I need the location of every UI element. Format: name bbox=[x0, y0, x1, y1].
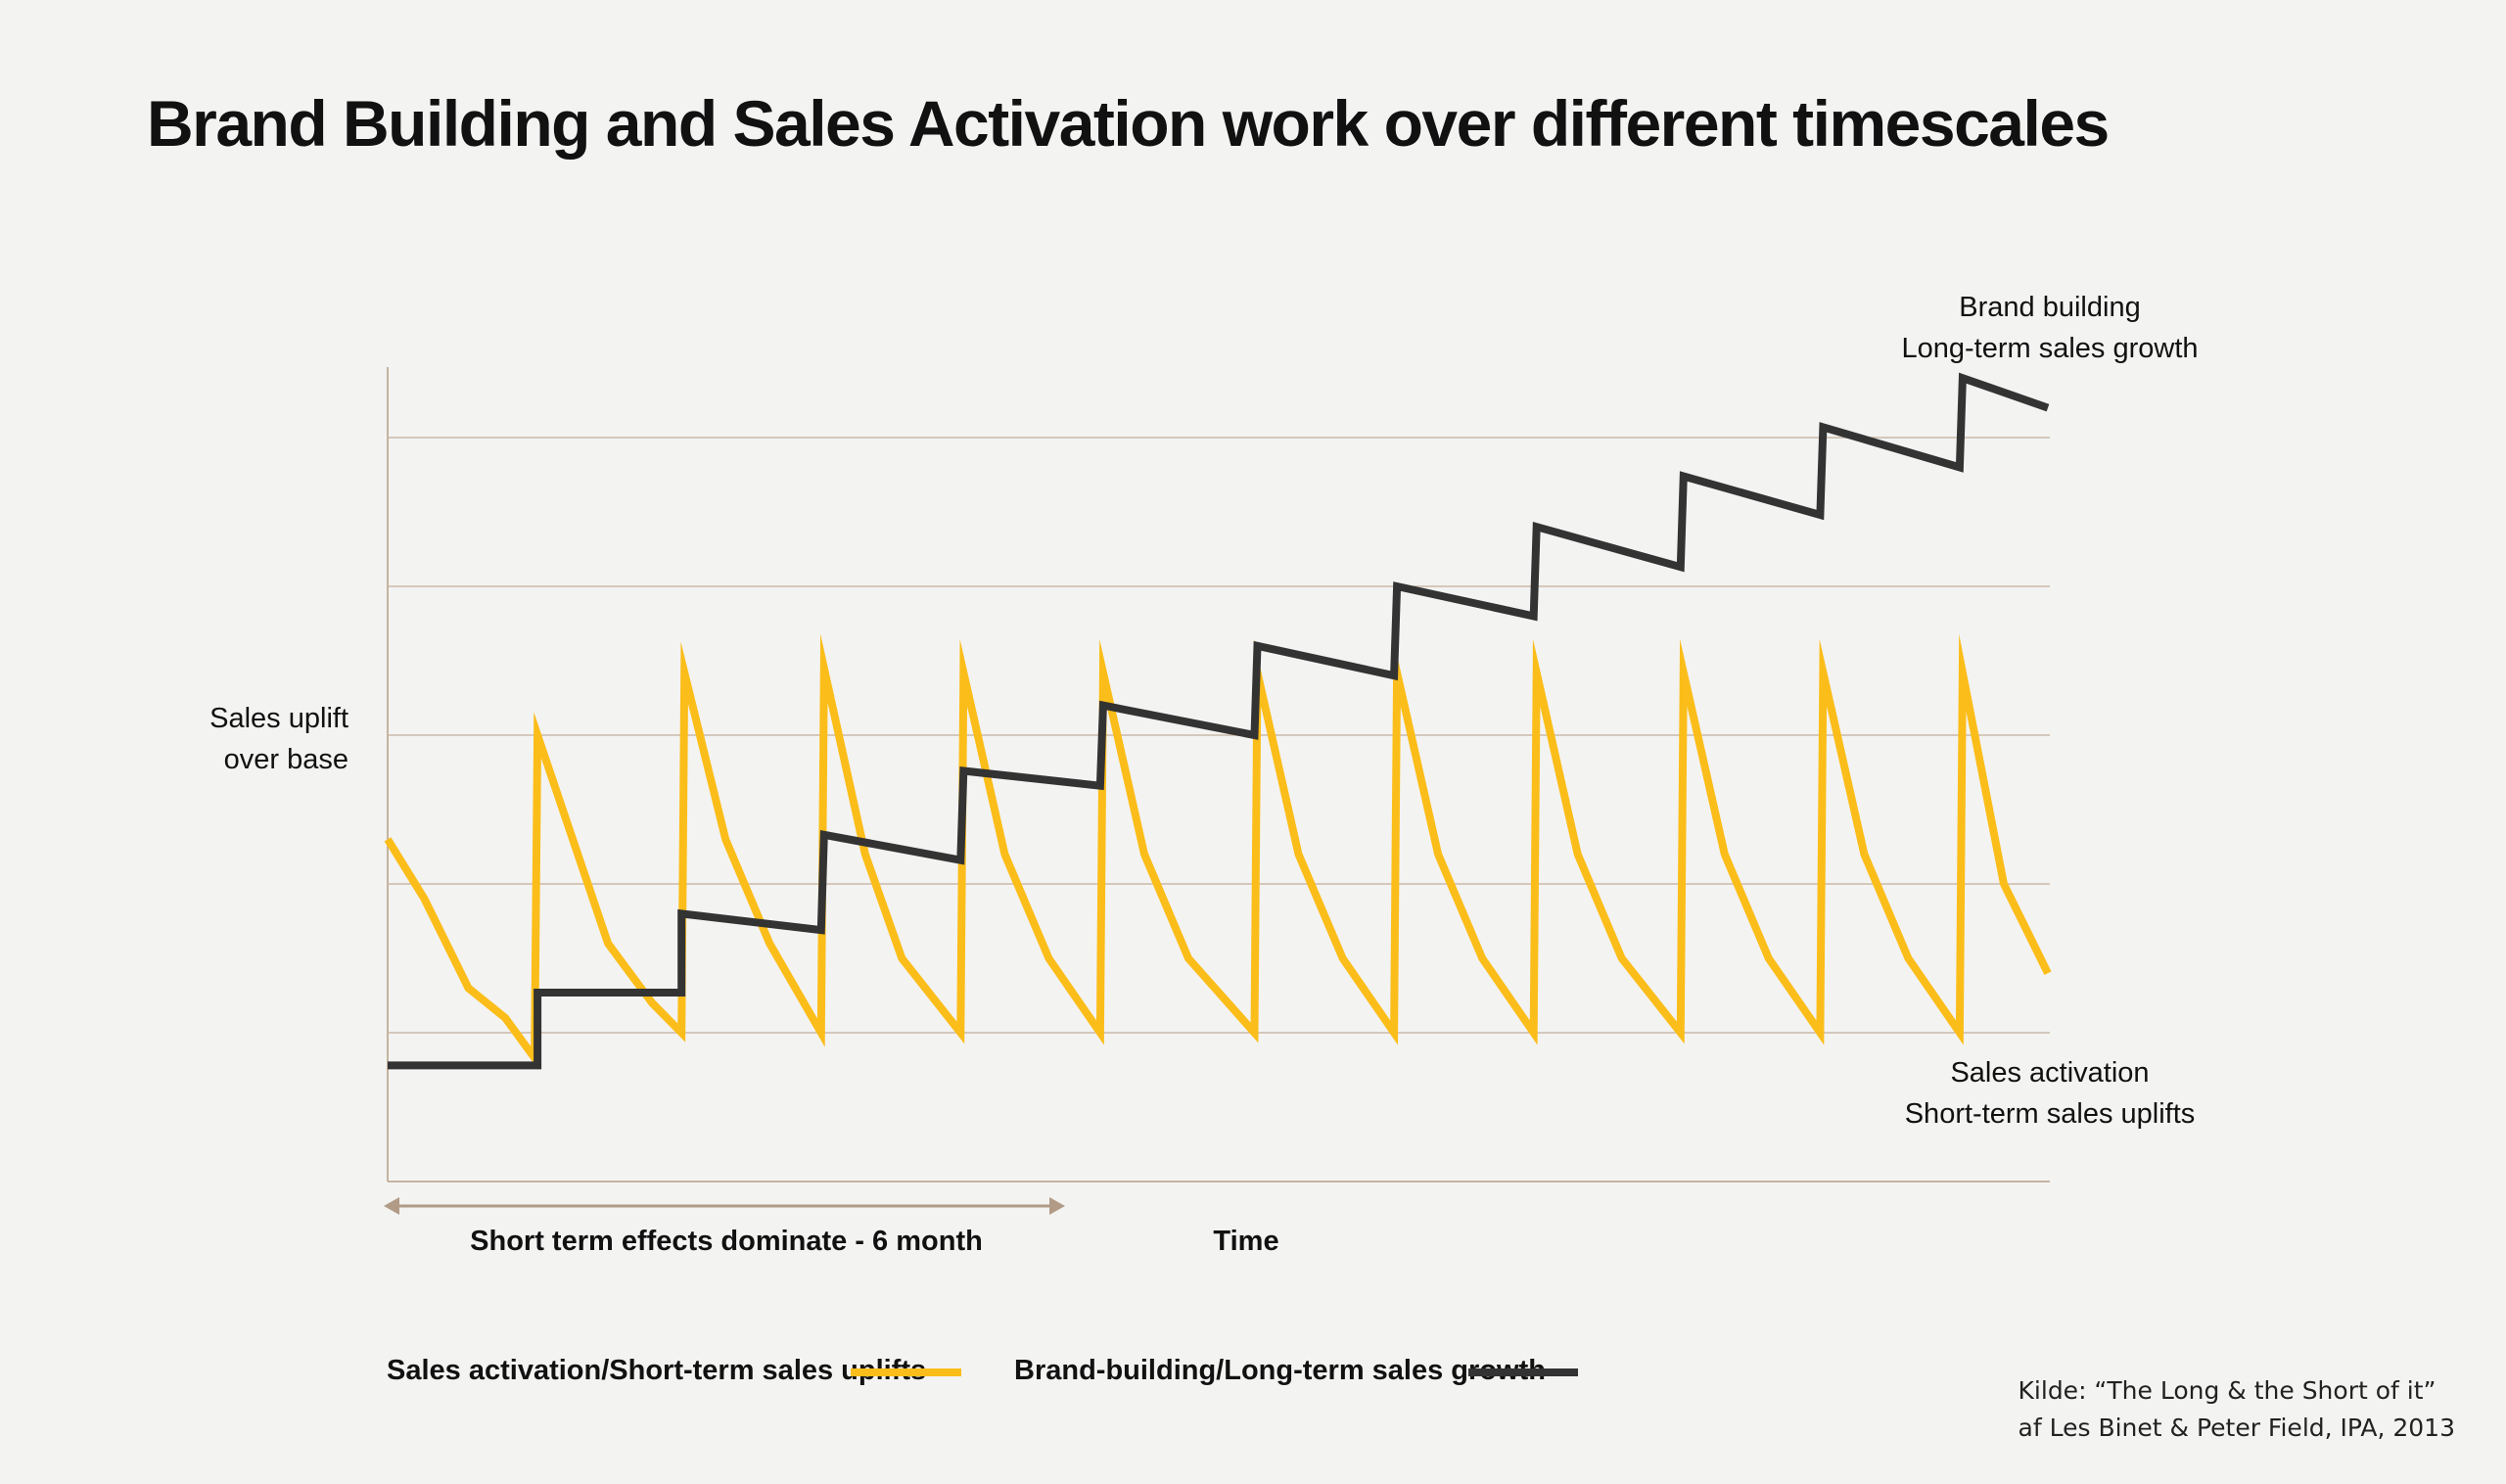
brand-building-label-line1: Brand building bbox=[1959, 292, 2140, 323]
sales-activation-label-line2: Short-term sales uplifts bbox=[1905, 1098, 2196, 1130]
source-line2: af Les Binet & Peter Field, IPA, 2013 bbox=[2018, 1414, 2455, 1442]
brand-building-label-line2: Long-term sales growth bbox=[1901, 333, 2198, 364]
brand-building-series-line bbox=[388, 372, 2050, 1070]
short-term-label: Short term effects dominate - 6 month bbox=[470, 1226, 983, 1257]
grid-lines bbox=[388, 437, 2050, 1034]
legend-sales-activation-label: Sales activation/Short-term sales uplift… bbox=[387, 1355, 926, 1386]
y-axis-label-line2: over base bbox=[224, 744, 348, 775]
y-axis-label-line1: Sales uplift bbox=[209, 703, 348, 734]
sales-activation-label-line1: Sales activation bbox=[1950, 1057, 2149, 1089]
short-term-arrow bbox=[384, 1197, 1065, 1215]
sales-activation-series-line bbox=[384, 633, 2052, 1070]
legend-brand-building-label: Brand-building/Long-term sales growth bbox=[1014, 1355, 1546, 1386]
series-layer bbox=[384, 372, 2052, 1070]
x-axis-label: Time bbox=[1213, 1226, 1278, 1257]
source-line1: Kilde: “The Long & the Short of it” bbox=[2018, 1376, 2436, 1405]
source-citation: Kilde: “The Long & the Short of it” af L… bbox=[2019, 1372, 2455, 1447]
chart-title: Brand Building and Sales Activation work… bbox=[147, 87, 2110, 160]
